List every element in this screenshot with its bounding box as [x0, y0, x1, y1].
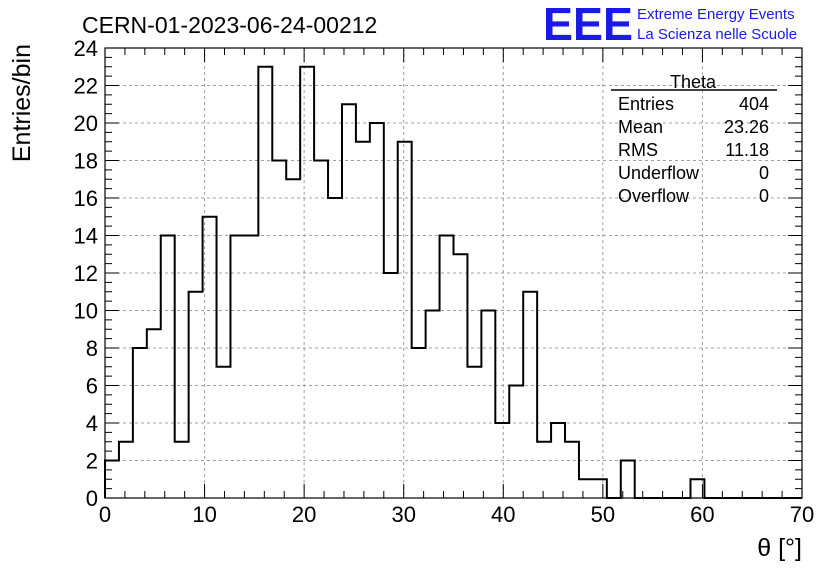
stats-title: Theta	[670, 72, 717, 92]
x-tick-label: 60	[690, 502, 714, 527]
eee-logo: EEE Extreme Energy Events La Scienza nel…	[543, 0, 797, 50]
y-tick-label: 16	[74, 186, 98, 211]
chart-title: CERN-01-2023-06-24-00212	[82, 12, 377, 38]
stats-label: Mean	[618, 117, 663, 137]
x-tick-label: 30	[391, 502, 415, 527]
stats-value: 11.18	[725, 140, 769, 160]
stats-rows: Entries 404 Mean 23.26 RMS 11.18 Underflow 0 Ove…	[618, 94, 769, 206]
y-tick-label: 18	[74, 149, 98, 174]
stats-label: RMS	[618, 140, 658, 160]
grid-lines	[105, 48, 802, 498]
stats-value: 0	[759, 186, 769, 206]
x-tick-label: 50	[591, 502, 615, 527]
y-tick-label: 8	[86, 336, 98, 361]
y-tick-label: 22	[74, 74, 98, 99]
y-tick-label: 14	[74, 224, 98, 249]
logo-mark: EEE	[543, 0, 633, 50]
stats-box: Theta Entries 404 Mean 23.26 RMS 11.18 Underfl…	[611, 72, 777, 206]
plot-frame	[104, 47, 803, 499]
stats-label: Entries	[618, 94, 674, 114]
x-axis-label: θ [°]	[757, 534, 802, 562]
x-tick-label: 10	[192, 502, 216, 527]
x-tick-label: 40	[491, 502, 515, 527]
y-tick-label: 12	[74, 261, 98, 286]
stats-label: Underflow	[618, 163, 700, 183]
x-tick-label: 70	[790, 502, 814, 527]
stats-value: 0	[759, 163, 769, 183]
y-tick-label: 20	[74, 111, 98, 136]
x-tick-label: 20	[292, 502, 316, 527]
logo-line-1: Extreme Energy Events	[637, 6, 795, 23]
y-tick-label: 4	[86, 411, 98, 436]
y-tick-label: 6	[86, 374, 98, 399]
histogram-outline	[104, 65, 802, 499]
stats-value: 404	[739, 94, 769, 114]
y-tick-label: 2	[86, 449, 98, 474]
y-axis-label: Entries/bin	[8, 44, 36, 162]
axis-ticks	[104, 47, 803, 499]
stats-label: Overflow	[618, 186, 690, 206]
stats-value: 23.26	[724, 117, 769, 137]
logo-line-2: La Scienza nelle Scuole	[637, 26, 797, 43]
y-tick-label: 0	[86, 486, 98, 511]
y-tick-label: 10	[74, 299, 98, 324]
y-tick-label: 24	[74, 36, 98, 61]
x-tick-label: 0	[99, 502, 111, 527]
